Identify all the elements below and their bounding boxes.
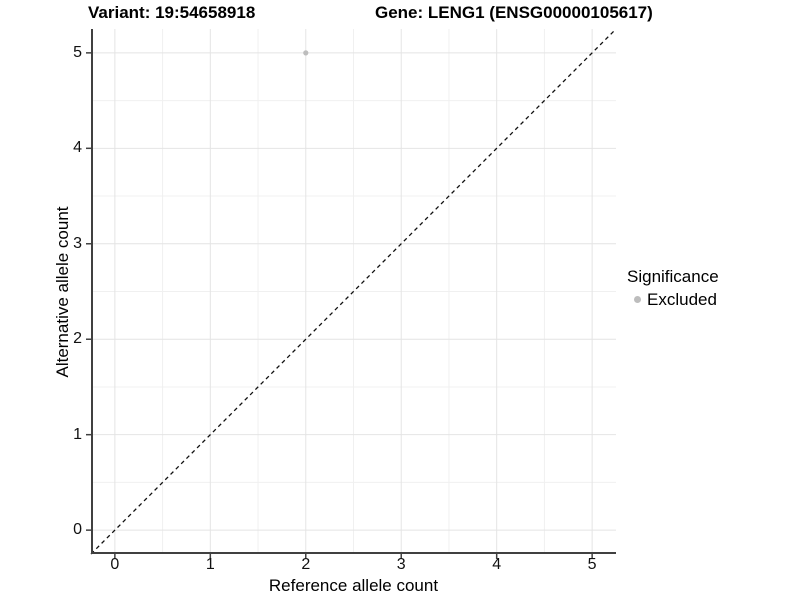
legend: Significance Excluded [627,266,719,310]
legend-item-excluded: Excluded [627,289,719,310]
y-tick-label: 3 [73,234,82,252]
x-tick-label: 5 [587,556,597,573]
y-tick-label: 5 [73,43,82,61]
legend-title: Significance [627,267,719,286]
y-tick-label: 0 [73,521,82,539]
x-tick-label: 0 [110,556,120,573]
y-tick-label: 4 [73,139,82,157]
x-tick-label: 4 [492,556,502,573]
variant-title: Variant: 19:54658918 [88,3,256,22]
plot-panel [86,28,617,559]
data-point [303,50,309,56]
legend-key-dot-icon [634,296,641,303]
legend-item-label: Excluded [647,290,717,309]
x-axis-title: Reference allele count [268,576,439,595]
x-tick-label: 3 [396,556,406,573]
y-axis-title: Alternative allele count [53,206,72,378]
x-tick-label: 1 [205,556,215,573]
gene-title: Gene: LENG1 (ENSG00000105617) [375,3,653,22]
y-tick-label: 2 [73,330,82,348]
y-tick-label: 1 [73,425,82,443]
x-tick-label: 2 [301,556,311,573]
identity-dashed-line [90,28,617,555]
